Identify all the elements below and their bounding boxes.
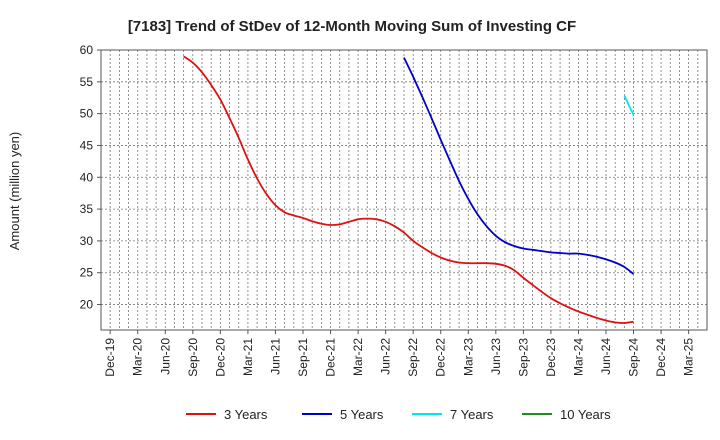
x-tick-label: Dec-23 xyxy=(544,338,558,377)
y-tick-label: 50 xyxy=(80,107,94,121)
x-tick-label: Sep-20 xyxy=(186,338,200,377)
legend-label-10-years: 10 Years xyxy=(560,407,611,422)
x-axis-ticks: Dec-19 Mar-20 Jun-20 Sep-20 Dec-20 Mar-21 Jun-… xyxy=(103,330,696,377)
x-tick-label: Mar-25 xyxy=(682,338,696,376)
y-tick-label: 45 xyxy=(80,138,94,152)
x-tick-label: Sep-23 xyxy=(516,338,530,377)
plot-frame xyxy=(100,49,708,331)
y-tick-label: 20 xyxy=(80,298,94,312)
y-tick-label: 25 xyxy=(80,266,94,280)
y-tick-label: 35 xyxy=(80,202,94,216)
x-tick-label: Sep-24 xyxy=(627,338,641,377)
x-tick-label: Jun-21 xyxy=(268,338,282,375)
series-line-7-years xyxy=(623,95,635,116)
legend-label-5-years: 5 Years xyxy=(340,407,384,422)
x-tick-label: Sep-21 xyxy=(296,338,310,377)
x-tick-label: Dec-22 xyxy=(434,338,448,377)
x-tick-label: Jun-24 xyxy=(599,338,613,375)
x-tick-label: Mar-21 xyxy=(241,338,255,376)
y-tick-label: 55 xyxy=(80,75,94,89)
x-tick-label: Jun-22 xyxy=(379,338,393,375)
y-axis-ticks: 20 25 30 35 40 45 50 55 60 xyxy=(80,43,101,312)
series-line-5-years xyxy=(403,57,635,275)
legend-label-3-years: 3 Years xyxy=(224,407,268,422)
y-tick-label: 30 xyxy=(80,234,94,248)
x-tick-label: Sep-22 xyxy=(406,338,420,377)
y-axis-label: Amount (million yen) xyxy=(7,132,22,251)
x-tick-label: Mar-22 xyxy=(351,338,365,376)
x-tick-label: Dec-24 xyxy=(654,338,668,377)
series-lines xyxy=(183,55,635,324)
chart-title: [7183] Trend of StDev of 12-Month Moving… xyxy=(128,18,576,35)
legend-label-7-years: 7 Years xyxy=(450,407,494,422)
y-tick-label: 40 xyxy=(80,170,94,184)
x-tick-label: Mar-20 xyxy=(131,338,145,376)
x-tick-label: Dec-19 xyxy=(103,338,117,377)
grid xyxy=(101,49,707,330)
x-tick-label: Dec-20 xyxy=(213,338,227,377)
x-tick-label: Mar-23 xyxy=(461,338,475,376)
x-tick-label: Jun-20 xyxy=(158,338,172,375)
y-tick-label: 60 xyxy=(80,43,94,57)
legend: 3 Years 5 Years 7 Years 10 Years xyxy=(186,407,611,422)
x-tick-label: Mar-24 xyxy=(571,338,585,376)
series-line-3-years xyxy=(183,55,634,324)
x-tick-label: Jun-23 xyxy=(489,338,503,375)
x-tick-label: Dec-21 xyxy=(324,338,338,377)
